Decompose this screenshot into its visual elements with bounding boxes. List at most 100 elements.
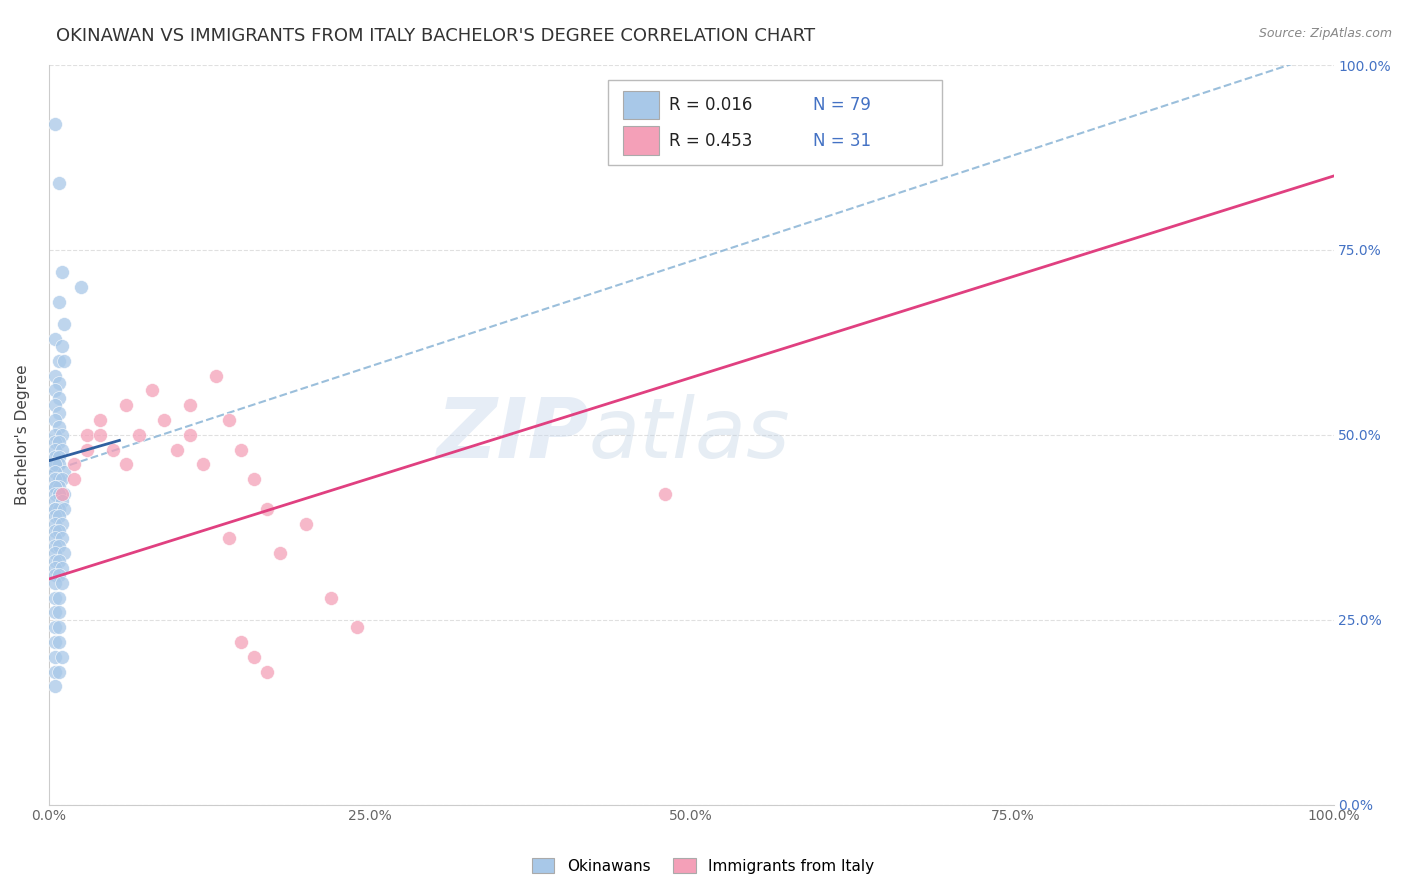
Point [44, 494, 66, 508]
Point [53, 317, 76, 331]
Point [48, 420, 70, 434]
Point [44, 568, 66, 582]
Point [48, 509, 70, 524]
Point [44, 458, 66, 472]
Point [44, 435, 66, 450]
Point [44, 509, 66, 524]
Point [51, 649, 73, 664]
Bar [623, 91, 659, 120]
Point [44, 575, 66, 590]
Point [44, 465, 66, 479]
Point [51, 575, 73, 590]
Point [44, 332, 66, 346]
Point [48, 435, 70, 450]
Point [89, 428, 111, 442]
Y-axis label: Bachelor's Degree: Bachelor's Degree [15, 365, 30, 505]
Point [44, 649, 66, 664]
Text: atlas: atlas [588, 394, 790, 475]
Bar [623, 127, 659, 154]
Point [48, 354, 70, 368]
Point [256, 665, 278, 679]
Point [53, 465, 76, 479]
FancyBboxPatch shape [607, 80, 942, 165]
Point [48, 177, 70, 191]
Point [48, 568, 70, 582]
Point [153, 413, 176, 427]
Point [44, 480, 66, 494]
Point [70, 280, 93, 294]
Point [76, 428, 98, 442]
Point [48, 406, 70, 420]
Point [63, 472, 86, 486]
Point [51, 561, 73, 575]
Text: R = 0.453: R = 0.453 [669, 131, 752, 150]
Point [231, 635, 253, 649]
Point [53, 546, 76, 560]
Point [48, 480, 70, 494]
Point [44, 472, 66, 486]
Point [48, 665, 70, 679]
Text: N = 79: N = 79 [813, 96, 872, 114]
Point [44, 368, 66, 383]
Point [218, 532, 240, 546]
Point [191, 458, 214, 472]
Point [48, 539, 70, 553]
Point [256, 501, 278, 516]
Point [44, 524, 66, 538]
Point [44, 605, 66, 619]
Point [48, 501, 70, 516]
Point [44, 546, 66, 560]
Point [101, 442, 124, 457]
Point [44, 665, 66, 679]
Point [128, 428, 150, 442]
Point [48, 450, 70, 464]
Point [218, 413, 240, 427]
Point [51, 472, 73, 486]
Point [51, 532, 73, 546]
Point [44, 413, 66, 427]
Point [48, 591, 70, 605]
Point [48, 524, 70, 538]
Point [89, 413, 111, 427]
Point [44, 480, 66, 494]
Point [44, 428, 66, 442]
Point [321, 591, 343, 605]
Point [44, 679, 66, 693]
Point [44, 561, 66, 575]
Point [48, 605, 70, 619]
Point [44, 458, 66, 472]
Point [44, 384, 66, 398]
Point [44, 591, 66, 605]
Point [48, 391, 70, 405]
Point [44, 516, 66, 531]
Point [51, 487, 73, 501]
Point [44, 117, 66, 131]
Point [48, 487, 70, 501]
Point [51, 494, 73, 508]
Point [179, 398, 201, 412]
Point [44, 398, 66, 412]
Point [44, 501, 66, 516]
Point [243, 649, 266, 664]
Point [53, 487, 76, 501]
Point [51, 442, 73, 457]
Point [63, 458, 86, 472]
Point [44, 553, 66, 567]
Point [294, 516, 316, 531]
Text: OKINAWAN VS IMMIGRANTS FROM ITALY BACHELOR'S DEGREE CORRELATION CHART: OKINAWAN VS IMMIGRANTS FROM ITALY BACHEL… [56, 27, 815, 45]
Point [76, 442, 98, 457]
Text: Source: ZipAtlas.com: Source: ZipAtlas.com [1258, 27, 1392, 40]
Point [48, 376, 70, 390]
Point [44, 635, 66, 649]
Point [44, 532, 66, 546]
Point [243, 472, 266, 486]
Point [179, 428, 201, 442]
Point [48, 294, 70, 309]
Point [166, 442, 188, 457]
Point [51, 339, 73, 353]
Point [231, 442, 253, 457]
Point [114, 458, 136, 472]
Point [51, 428, 73, 442]
Point [141, 384, 163, 398]
Text: N = 31: N = 31 [813, 131, 872, 150]
